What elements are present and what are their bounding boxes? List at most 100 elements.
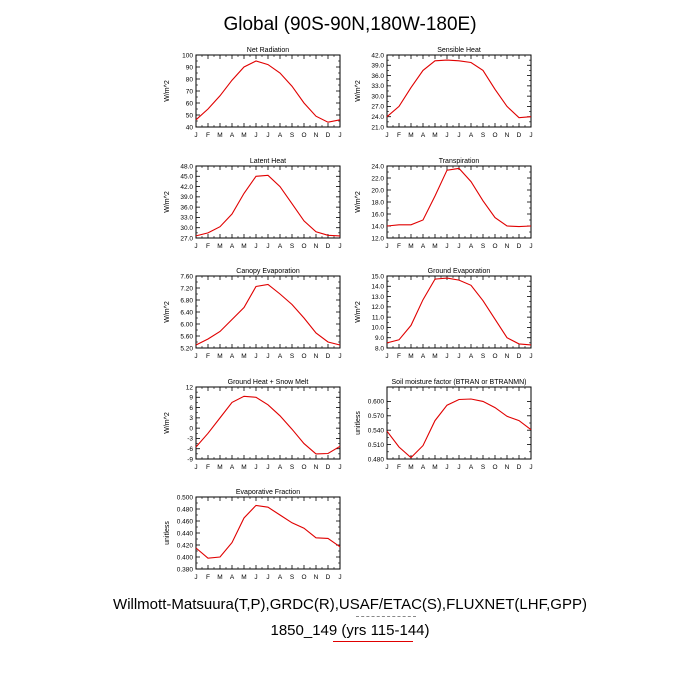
x-tick-label: A: [278, 574, 283, 581]
x-tick-label: A: [469, 132, 474, 139]
x-tick-label: J: [338, 353, 341, 360]
x-tick-label: D: [517, 243, 522, 250]
y-axis-label: W/m^2: [164, 412, 171, 434]
y-tick-label: 48.0: [180, 163, 193, 170]
x-tick-label: F: [206, 353, 210, 360]
y-axis-label: unitless: [164, 521, 171, 545]
x-tick-label: J: [529, 464, 532, 471]
panel-title: Canopy Evaporation: [236, 268, 300, 275]
x-tick-label: D: [326, 132, 331, 139]
y-tick-label: 30.0: [371, 93, 384, 100]
x-tick-label: N: [505, 132, 510, 139]
panel-title: Net Radiation: [247, 47, 290, 54]
x-tick-label: J: [457, 243, 460, 250]
x-tick-label: S: [481, 132, 486, 139]
x-tick-label: O: [301, 464, 306, 471]
plot-frame: [195, 165, 341, 239]
x-tick-label: A: [469, 464, 474, 471]
y-tick-label: 18.0: [371, 199, 384, 206]
y-tick-label: 16.0: [371, 211, 384, 218]
x-tick-label: O: [492, 464, 497, 471]
y-tick-label: 0.500: [177, 494, 194, 501]
x-tick-label: M: [432, 132, 437, 139]
y-tick-label: 0.420: [177, 542, 194, 549]
y-tick-label: 40: [186, 124, 194, 131]
y-tick-label: 0.600: [368, 399, 385, 406]
x-tick-label: S: [481, 353, 486, 360]
x-tick-label: S: [481, 243, 486, 250]
x-tick-label: N: [314, 574, 319, 581]
y-tick-label: 42.0: [180, 184, 193, 191]
x-tick-label: M: [217, 464, 222, 471]
x-tick-label: A: [278, 243, 283, 250]
x-tick-label: M: [217, 132, 222, 139]
x-tick-label: S: [290, 132, 295, 139]
y-tick-label: 0.480: [177, 506, 194, 513]
x-tick-label: M: [217, 243, 222, 250]
y-tick-label: 90: [186, 64, 194, 71]
plot-frame: [386, 386, 532, 460]
x-tick-label: J: [338, 132, 341, 139]
y-tick-label: 12: [186, 384, 194, 391]
x-tick-label: J: [529, 243, 532, 250]
panel-title: Ground Heat + Snow Melt: [228, 379, 309, 386]
series-line: [195, 283, 341, 346]
x-tick-label: J: [194, 574, 197, 581]
y-tick-label: 10.0: [371, 325, 384, 332]
x-tick-label: M: [408, 243, 413, 250]
y-axis-label: W/m^2: [164, 80, 171, 102]
x-tick-label: J: [385, 243, 388, 250]
x-tick-label: J: [445, 353, 448, 360]
x-tick-label: J: [457, 464, 460, 471]
x-tick-label: J: [266, 353, 269, 360]
x-tick-label: J: [338, 464, 341, 471]
x-tick-label: A: [230, 243, 235, 250]
x-tick-label: N: [505, 243, 510, 250]
x-tick-label: S: [290, 243, 295, 250]
x-tick-label: S: [290, 574, 295, 581]
x-tick-label: A: [421, 353, 426, 360]
y-tick-label: 45.0: [180, 174, 193, 181]
x-tick-label: F: [206, 132, 210, 139]
x-tick-label: N: [505, 353, 510, 360]
y-axis-label: W/m^2: [355, 80, 362, 102]
y-tick-label: 0.460: [177, 518, 194, 525]
y-tick-label: 8.0: [375, 345, 384, 352]
y-tick-label: 15.0: [371, 273, 384, 280]
y-tick-label: 70: [186, 88, 194, 95]
x-tick-label: J: [266, 574, 269, 581]
page-title: Global (90S-90N,180W-180E): [223, 14, 477, 35]
x-tick-label: A: [230, 464, 235, 471]
x-tick-label: A: [278, 353, 283, 360]
panel-title: Soil moisture factor (BTRAN or BTRANMN): [392, 379, 527, 386]
x-tick-label: J: [194, 353, 197, 360]
x-tick-label: M: [241, 132, 246, 139]
series-line: [195, 395, 341, 455]
x-tick-label: O: [492, 132, 497, 139]
panel-title: Latent Heat: [250, 158, 286, 165]
y-tick-label: 7.20: [180, 285, 193, 292]
y-tick-label: -6: [187, 446, 193, 453]
x-tick-label: N: [314, 243, 319, 250]
x-tick-label: F: [397, 243, 401, 250]
x-tick-label: J: [254, 353, 257, 360]
x-tick-label: J: [338, 574, 341, 581]
x-tick-label: J: [385, 132, 388, 139]
y-tick-label: 0.510: [368, 442, 385, 449]
x-tick-label: J: [194, 464, 197, 471]
plot-frame: [195, 54, 341, 128]
caption-sources: Willmott-Matsuura(T,P),GRDC(R),USAF/ETAC…: [113, 596, 587, 613]
x-tick-label: N: [505, 464, 510, 471]
y-tick-label: 12.0: [371, 304, 384, 311]
x-tick-label: J: [254, 243, 257, 250]
series-line: [386, 277, 532, 346]
y-tick-label: 12.0: [371, 235, 384, 242]
x-tick-label: J: [445, 243, 448, 250]
